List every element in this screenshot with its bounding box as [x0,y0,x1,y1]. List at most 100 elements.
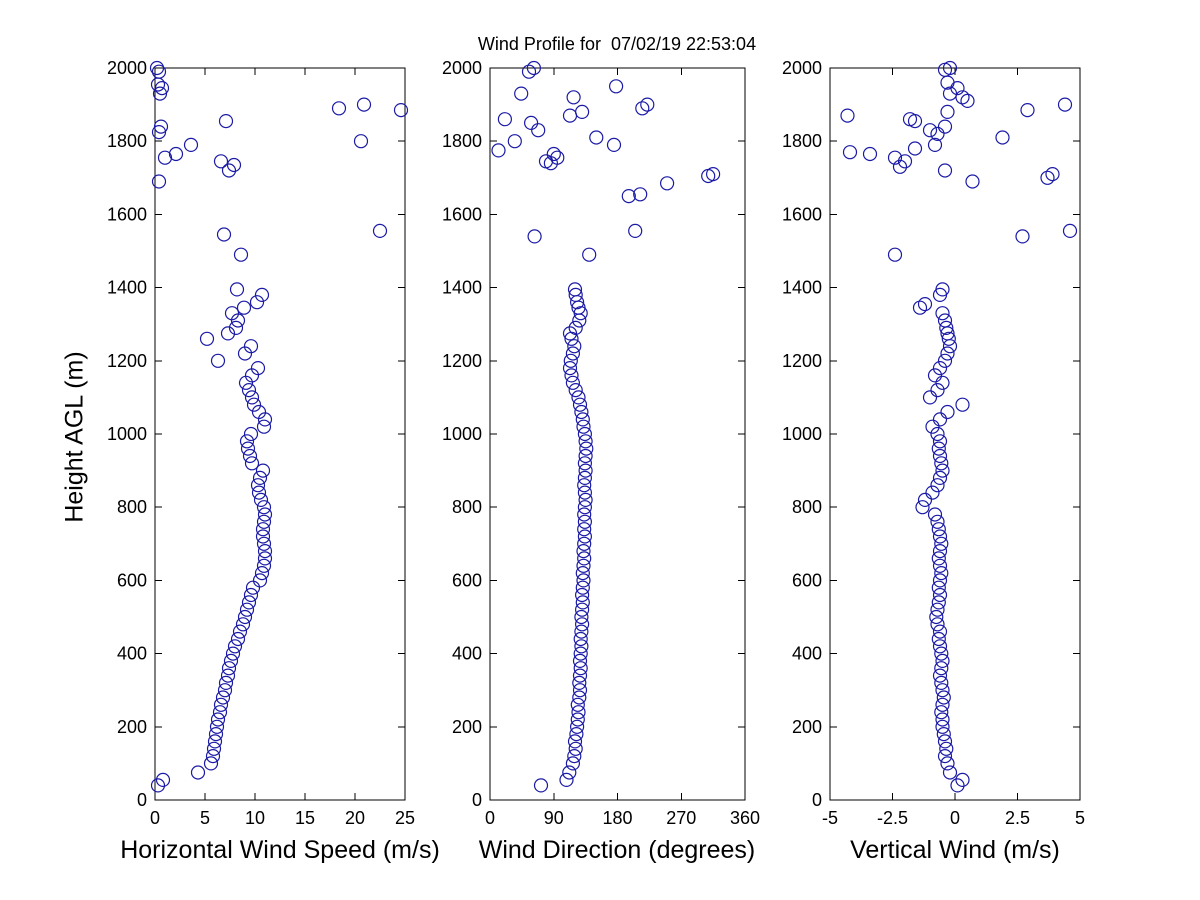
y-tick-label: 2000 [442,58,482,78]
y-tick-label: 1400 [107,278,147,298]
data-point [571,705,586,720]
x-axis-label-vertical-wind: Vertical Wind (m/s) [850,836,1060,864]
data-point [213,154,229,169]
data-point [257,551,273,566]
data-point [935,683,950,698]
x-tick-label: 2.5 [1005,808,1030,828]
data-point [577,551,592,566]
data-point [568,320,583,335]
data-point [576,543,591,559]
data-point [562,765,577,780]
data-point [862,146,878,162]
data-point [212,705,228,720]
data-point [243,426,259,442]
data-point [955,397,970,412]
data-point [575,580,590,595]
data-point [249,295,265,310]
y-tick-label: 1200 [442,351,482,371]
x-tick-label: 20 [345,808,365,828]
x-axis-label-wind-direction: Wind Direction (degrees) [478,836,756,864]
data-point [254,565,270,581]
data-point [514,86,529,101]
y-tick-label: 400 [452,644,482,664]
data-point [251,404,267,420]
data-point [393,102,409,118]
data-point [221,661,237,676]
x-tick-label: 270 [666,808,696,828]
data-point [497,112,512,127]
data-point [574,639,589,654]
data-point [565,346,581,361]
data-point [935,712,950,727]
data-point [157,150,173,165]
data-point [1062,223,1078,238]
y-tick-label: 1000 [782,424,822,444]
data-point [940,404,955,420]
data-point [257,507,273,522]
data-point [932,668,948,683]
data-point [935,375,950,390]
data-point [635,101,650,116]
data-point [521,64,537,79]
data-point [932,573,948,588]
data-point [218,113,234,129]
data-point [577,485,593,500]
data-point [149,60,165,76]
data-point [152,86,168,101]
data-point [257,543,273,559]
data-point [578,448,593,464]
data-point [574,609,589,625]
y-tick-label: 600 [452,570,482,590]
data-point [995,130,1010,145]
data-point [577,456,593,471]
x-tick-label: -5 [822,808,838,828]
data-point [897,154,913,169]
data-point [565,375,581,390]
data-point [1057,97,1073,112]
y-tick-label: 1000 [442,424,482,444]
data-point [960,93,975,109]
data-point [578,492,593,507]
data-point [245,580,261,595]
data-point [228,320,244,335]
y-tick-label: 800 [792,497,822,517]
data-point [578,434,593,449]
data-point [154,80,170,96]
data-point [210,353,226,368]
x-tick-label: -2.5 [877,808,908,828]
data-point [563,353,578,368]
data-point [523,115,539,131]
data-point [930,383,945,398]
data-point [965,174,980,189]
data-point [205,748,221,764]
data-point [244,456,260,471]
data-point [572,683,588,698]
figure-title: Wind Profile for 07/02/19 22:53:04 [477,34,757,54]
data-point [574,602,590,617]
data-point [932,529,948,544]
data-point [934,536,949,551]
data-point [210,712,226,727]
data-point [251,485,267,500]
data-point [576,419,591,434]
data-point [576,558,591,573]
data-point [331,101,347,116]
x-tick-label: 90 [544,808,564,828]
y-tick-label: 600 [792,570,822,590]
data-point [931,595,946,610]
data-point [255,522,271,537]
data-point [633,187,648,202]
data-point [935,697,950,712]
data-point [932,558,948,573]
data-point [887,247,903,262]
data-point [239,602,255,617]
data-point [577,536,592,551]
y-tick-label: 1400 [442,278,482,298]
data-point [572,675,587,691]
data-point [256,419,272,434]
data-point [935,463,950,478]
data-point [571,390,586,405]
data-point [934,705,949,720]
data-point [942,86,958,101]
